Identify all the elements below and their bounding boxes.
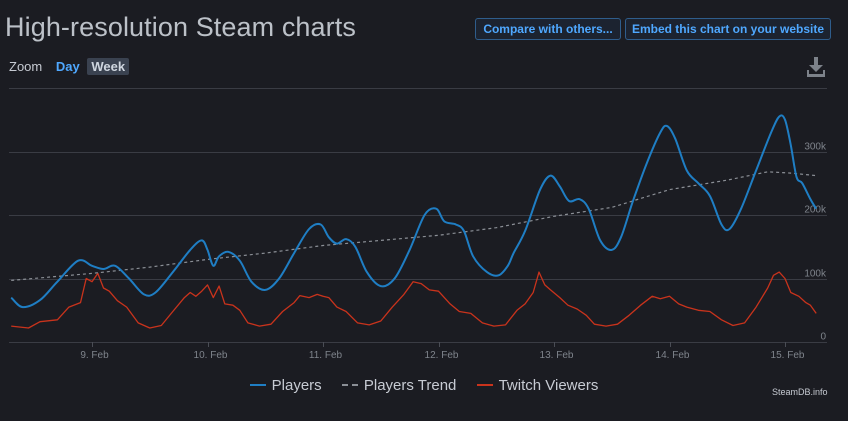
credit-link[interactable]: SteamDB.info	[772, 387, 828, 397]
x-tick-label: 9. Feb	[80, 350, 109, 361]
zoom-day-button[interactable]: Day	[55, 59, 80, 74]
legend-item-players[interactable]: Players	[249, 377, 322, 394]
x-tick-label: 15. Feb	[771, 350, 805, 361]
y-tick-label: 100k	[804, 269, 827, 280]
legend-label-players: Players	[271, 377, 322, 394]
zoom-week-button[interactable]: Week	[87, 58, 130, 75]
legend-label-twitch: Twitch Viewers	[498, 377, 599, 394]
legend-label-trend: Players Trend	[363, 377, 457, 394]
x-tick-label: 12. Feb	[425, 350, 459, 361]
series-line-players	[10, 114, 818, 309]
chart-legend: Players Players Trend Twitch Viewers	[0, 377, 848, 394]
series-line-twitch-viewers	[11, 271, 817, 329]
trend-swatch-icon	[341, 384, 358, 387]
download-icon[interactable]	[806, 56, 826, 78]
compare-button[interactable]: Compare with others...	[475, 18, 621, 40]
players-swatch-icon	[249, 384, 266, 387]
legend-item-twitch[interactable]: Twitch Viewers	[476, 377, 599, 394]
x-tick-label: 13. Feb	[540, 350, 574, 361]
x-tick-label: 11. Feb	[309, 350, 343, 361]
y-tick-label: 300k	[804, 142, 827, 153]
twitch-swatch-icon	[476, 384, 493, 387]
zoom-label: Zoom	[9, 59, 43, 74]
x-tick-label: 10. Feb	[194, 350, 228, 361]
page-title: High-resolution Steam charts	[5, 12, 356, 42]
x-tick-label: 14. Feb	[656, 350, 690, 361]
y-tick-label: 200k	[804, 205, 827, 216]
embed-chart-button[interactable]: Embed this chart on your website	[625, 18, 831, 40]
legend-item-trend[interactable]: Players Trend	[341, 377, 457, 394]
series-line-players-trend	[11, 171, 817, 281]
zoom-controls: Zoom Day Week	[9, 58, 130, 75]
y-tick-label: 0	[820, 332, 826, 343]
